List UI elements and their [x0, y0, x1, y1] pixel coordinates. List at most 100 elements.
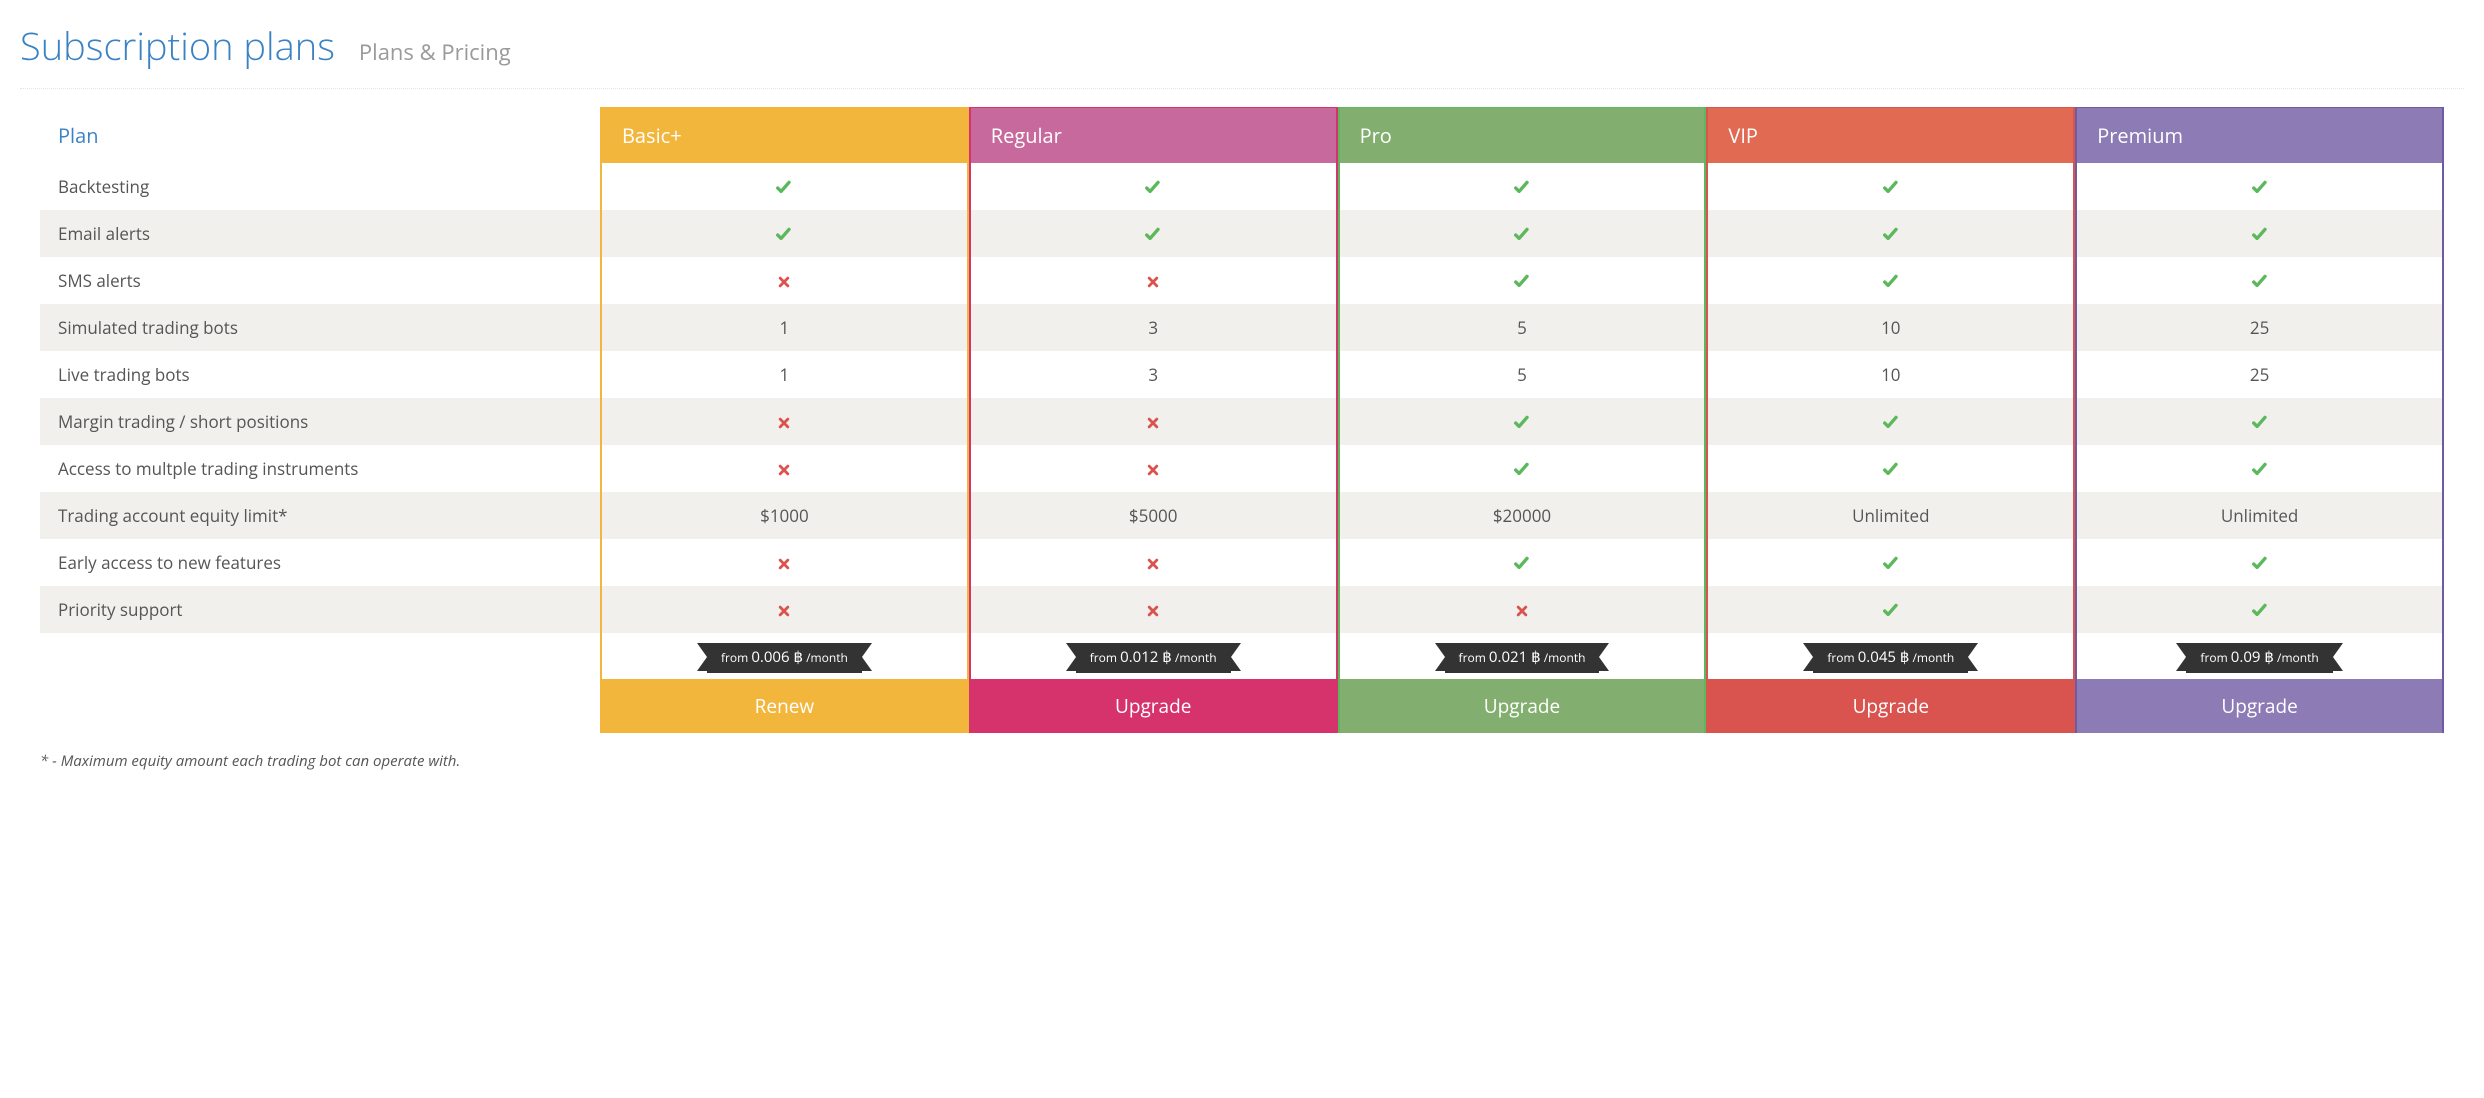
- price-prefix: from: [721, 649, 751, 666]
- price-ribbon: from 0.021 ฿ /month: [1445, 643, 1600, 673]
- feature-value: [1706, 398, 2075, 445]
- feature-value: [969, 257, 1338, 304]
- price-cell: from 0.021 ฿ /month: [1338, 633, 1707, 679]
- feature-value: [1706, 257, 2075, 304]
- cross-icon: [775, 461, 793, 479]
- upgrade-button[interactable]: Upgrade: [2077, 679, 2442, 733]
- cross-icon: [1144, 273, 1162, 291]
- page-header: Subscription plans Plans & Pricing: [20, 20, 2464, 89]
- cross-icon: [1144, 555, 1162, 573]
- check-icon: [1513, 273, 1531, 291]
- action-cell: Upgrade: [1706, 679, 2075, 733]
- feature-value: [1338, 586, 1707, 633]
- feature-value: [969, 163, 1338, 210]
- check-icon: [1513, 226, 1531, 244]
- price-cell: from 0.09 ฿ /month: [2075, 633, 2444, 679]
- feature-value: [1338, 257, 1707, 304]
- cross-icon: [775, 555, 793, 573]
- page-title: Subscription plans: [20, 20, 335, 72]
- feature-value: [1706, 210, 2075, 257]
- feature-value: Unlimited: [1706, 492, 2075, 539]
- pricing-table: Plan Basic+RegularProVIPPremium Backtest…: [40, 107, 2444, 733]
- price-suffix: /month: [1541, 649, 1586, 666]
- check-icon: [2251, 414, 2269, 432]
- price-cell: from 0.012 ฿ /month: [969, 633, 1338, 679]
- feature-row: Trading account equity limit*$1000$5000$…: [40, 492, 2444, 539]
- feature-label: Margin trading / short positions: [40, 398, 600, 445]
- feature-value: [2075, 586, 2444, 633]
- feature-value: [969, 539, 1338, 586]
- feature-value: [600, 210, 969, 257]
- feature-label: Backtesting: [40, 163, 600, 210]
- feature-label: Priority support: [40, 586, 600, 633]
- feature-value: [2075, 398, 2444, 445]
- feature-row: Simulated trading bots1351025: [40, 304, 2444, 351]
- price-prefix: from: [1090, 649, 1120, 666]
- check-icon: [2251, 179, 2269, 197]
- feature-row: Early access to new features: [40, 539, 2444, 586]
- price-suffix: /month: [803, 649, 848, 666]
- cross-icon: [775, 602, 793, 620]
- feature-value: [1338, 398, 1707, 445]
- feature-value: [600, 257, 969, 304]
- check-icon: [2251, 461, 2269, 479]
- feature-value: [2075, 445, 2444, 492]
- renew-button[interactable]: Renew: [602, 679, 967, 733]
- feature-value: $5000: [969, 492, 1338, 539]
- check-icon: [1513, 461, 1531, 479]
- plan-header-basic: Basic+: [600, 107, 969, 163]
- feature-row: SMS alerts: [40, 257, 2444, 304]
- pricing-table-wrap: Plan Basic+RegularProVIPPremium Backtest…: [20, 107, 2464, 733]
- price-value: 0.006 ฿: [751, 647, 803, 667]
- feature-label: Email alerts: [40, 210, 600, 257]
- feature-value: [1706, 539, 2075, 586]
- feature-value: 5: [1338, 304, 1707, 351]
- price-suffix: /month: [1172, 649, 1217, 666]
- feature-label: Trading account equity limit*: [40, 492, 600, 539]
- feature-row: Priority support: [40, 586, 2444, 633]
- feature-value: [1706, 163, 2075, 210]
- feature-label: SMS alerts: [40, 257, 600, 304]
- check-icon: [1882, 414, 1900, 432]
- check-icon: [1513, 414, 1531, 432]
- price-prefix: from: [1827, 649, 1857, 666]
- check-icon: [1882, 179, 1900, 197]
- feature-value: [969, 445, 1338, 492]
- upgrade-button[interactable]: Upgrade: [1340, 679, 1705, 733]
- check-icon: [1882, 555, 1900, 573]
- feature-value: [2075, 210, 2444, 257]
- check-icon: [1882, 226, 1900, 244]
- feature-value: [969, 210, 1338, 257]
- feature-value: [1338, 163, 1707, 210]
- feature-row: Backtesting: [40, 163, 2444, 210]
- upgrade-button[interactable]: Upgrade: [1708, 679, 2073, 733]
- feature-value: 3: [969, 351, 1338, 398]
- upgrade-button[interactable]: Upgrade: [971, 679, 1336, 733]
- feature-value: [1706, 586, 2075, 633]
- cross-icon: [1144, 602, 1162, 620]
- action-cell: Upgrade: [1338, 679, 1707, 733]
- price-prefix: from: [2200, 649, 2230, 666]
- action-cell: Upgrade: [2075, 679, 2444, 733]
- footnote: * - Maximum equity amount each trading b…: [20, 733, 2464, 771]
- price-ribbon: from 0.045 ฿ /month: [1813, 643, 1968, 673]
- feature-value: [2075, 257, 2444, 304]
- price-prefix: from: [1459, 649, 1489, 666]
- feature-row: Live trading bots1351025: [40, 351, 2444, 398]
- feature-label: Access to multple trading instruments: [40, 445, 600, 492]
- feature-value: [600, 163, 969, 210]
- price-value: 0.045 ฿: [1858, 647, 1910, 667]
- feature-value: [969, 586, 1338, 633]
- feature-value: [600, 586, 969, 633]
- feature-value: [2075, 539, 2444, 586]
- feature-value: 1: [600, 304, 969, 351]
- feature-value: [2075, 163, 2444, 210]
- feature-value: [1338, 539, 1707, 586]
- price-value: 0.09 ฿: [2231, 647, 2274, 667]
- feature-value: [1338, 210, 1707, 257]
- plan-header-regular: Regular: [969, 107, 1338, 163]
- feature-value: $1000: [600, 492, 969, 539]
- price-ribbon: from 0.012 ฿ /month: [1076, 643, 1231, 673]
- feature-value: Unlimited: [2075, 492, 2444, 539]
- plan-column-header: Plan: [40, 107, 600, 163]
